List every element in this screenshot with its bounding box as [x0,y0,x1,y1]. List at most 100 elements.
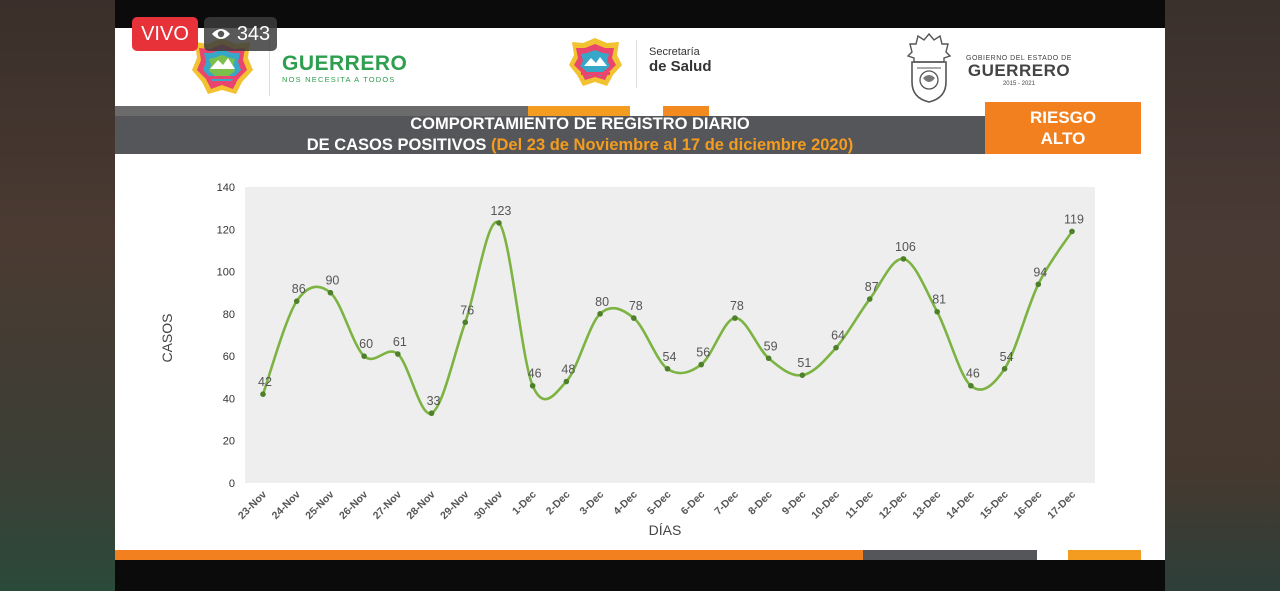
y-tick-label: 120 [217,224,235,236]
risk-line1: RIESGO [1029,108,1097,127]
data-label: 123 [491,204,512,218]
data-point [900,256,907,262]
data-point [698,361,705,368]
x-tick-label: 17-Dec [1045,489,1078,522]
viewer-count: 343 [204,17,277,51]
x-tick-label: 26-Nov [337,489,370,522]
guerrero-brand: GUERRERO NOS NECESITA A TODOS [282,52,407,84]
y-tick-label: 20 [223,436,235,448]
secretaria-label: Secretaría [649,46,700,58]
x-tick-label: 6-Dec [679,489,708,518]
header-divider-2 [636,40,637,88]
data-label: 90 [325,274,339,288]
data-point [597,311,603,317]
header-stripe-orange [528,106,630,116]
data-point [866,296,873,302]
data-point [1035,281,1042,288]
data-label: 78 [629,299,643,313]
data-label: 59 [764,339,778,353]
y-tick-label: 140 [217,182,235,194]
data-point [799,372,806,378]
data-point [732,315,738,321]
x-tick-label: 3-Dec [577,489,606,518]
x-tick-label: 1-Dec [510,489,539,518]
left-background [0,0,115,591]
x-tick-label: 11-Dec [843,489,876,522]
guerrero-title: GUERRERO [282,52,408,75]
viewer-count-value: 343 [236,22,271,45]
x-axis-title: DÍAS [649,522,682,538]
eye-icon [211,29,230,39]
data-point [968,382,974,389]
data-point [327,289,334,296]
gobierno-label: GOBIERNO DEL ESTADO DE [966,55,1072,62]
right-background [1165,0,1280,591]
header-stripe-gray [115,106,528,116]
chart-title: COMPORTAMIENTO DE REGISTRO DIARIO DE CAS… [115,114,1045,156]
x-tick-label: 9-Dec [780,489,809,518]
data-point [496,220,502,226]
footer-stripe-orange [115,550,863,560]
live-label: VIVO [141,22,189,45]
x-tick-label: 27-Nov [371,489,404,522]
chart-title-line2-main: DE CASOS POSITIVOS [306,136,492,154]
footer-stripe-orange-small [1068,550,1141,560]
x-tick-label: 16-Dec [1012,489,1045,522]
data-point [630,315,637,321]
daily-cases-line-chart: 0 20 40 60 80 100 120 140 23-Nov 24-Nov 25-Nov 26-N… [159,182,1095,538]
state-crest-icon [906,32,952,103]
risk-line2: ALTO [1040,129,1086,148]
data-point [765,355,772,362]
live-badge: VIVO [132,17,198,51]
footer-stripe-gray [863,550,1037,560]
data-label: 60 [359,337,373,351]
secretaria-salud-brand: Secretaría de Salud [649,46,712,75]
x-tick-label: 12-Dec [877,489,910,522]
data-label: 54 [1000,350,1014,364]
header-divider [269,40,270,96]
video-top-bar [115,0,1165,28]
data-point [395,351,401,357]
risk-badge: RIESGO ALTO [985,102,1141,154]
y-tick-label: 100 [217,267,235,279]
chart-title-line2: DE CASOS POSITIVOS (Del 23 de Noviembre … [115,135,1045,156]
data-label: 76 [460,303,474,317]
gobierno-years: 2015 - 2021 [1002,81,1035,87]
data-label: 87 [865,280,879,294]
y-tick-label: 0 [229,478,235,490]
title-band [115,116,987,154]
x-tick-label: 23-Nov [236,489,269,522]
data-label: 80 [595,295,609,309]
data-point [1001,366,1008,372]
data-label: 81 [932,293,946,307]
data-label: 78 [730,299,744,313]
guerrero-slogan: NOS NECESITA A TODOS [282,75,396,84]
de-salud-label: de Salud [649,58,712,75]
x-tick-label: 29-Nov [438,489,471,522]
gobierno-title: GUERRERO [967,61,1071,80]
x-tick-label: 7-Dec [712,489,741,518]
data-point [361,353,367,359]
guerrero-logo-icon [192,38,253,94]
data-label: 119 [1064,212,1084,226]
data-point [462,319,469,326]
x-tick-label: 10-Dec [809,489,842,522]
x-tick-label: 14-Dec [944,489,977,522]
chart-title-line1: COMPORTAMIENTO DE REGISTRO DIARIO [410,115,750,133]
data-point [833,344,839,351]
x-tick-label: 15-Dec [978,489,1011,522]
x-tick-label: 13-Dec [910,489,943,522]
presentation-slide: GUERRERO NOS NECESITA A TODOS Secretaría… [115,28,1165,560]
x-tick-label: 8-Dec [746,489,775,518]
data-point [1069,228,1075,235]
gobierno-brand: GOBIERNO DEL ESTADO DE GUERRERO 2015 - 2… [966,55,1072,87]
data-label: 94 [1033,265,1047,279]
data-label: 64 [831,329,845,343]
x-tick-label: 4-Dec [611,489,640,518]
data-point [664,366,671,372]
x-tick-label: 5-Dec [645,489,674,518]
plot-area [245,187,1095,483]
x-tick-label: 28-Nov [404,489,437,522]
data-label: 42 [258,375,272,389]
data-point [529,382,536,389]
